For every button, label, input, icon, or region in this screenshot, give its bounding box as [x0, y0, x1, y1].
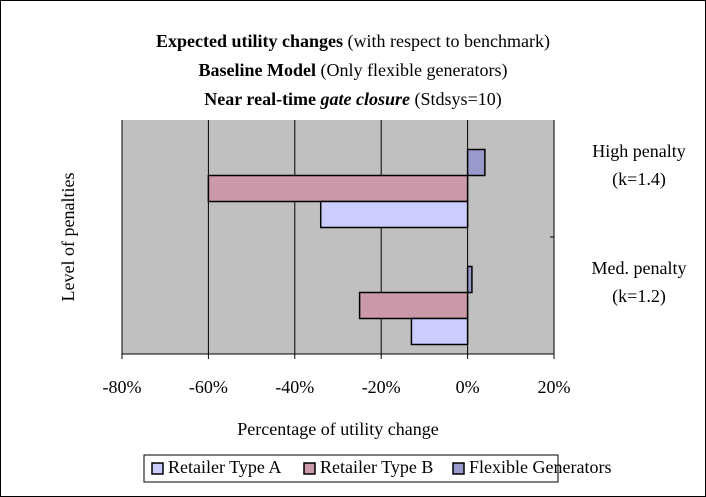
title-part: (with respect to benchmark): [343, 31, 550, 52]
x-tick-label: -80%: [103, 377, 142, 397]
category-label: High penalty (k=1.4): [592, 140, 686, 189]
legend-box: [143, 454, 559, 483]
title-part: (Stdsys=10): [410, 89, 502, 110]
title-part: (Only flexible generators): [316, 60, 507, 81]
legend-label: Flexible Generators: [469, 457, 611, 477]
x-tick-label: -60%: [189, 377, 228, 397]
bar: [466, 265, 473, 294]
x-axis-label: Percentage of utility change: [237, 419, 438, 439]
legend-label: Retailer Type A: [168, 457, 281, 477]
legend-swatch: [303, 462, 316, 475]
x-tick-label: -20%: [362, 377, 401, 397]
category-label: Med. penalty (k=1.2): [591, 257, 687, 306]
y-axis-label: Level of penalties: [58, 173, 78, 302]
plot-area: [122, 120, 554, 354]
bar: [319, 200, 469, 229]
x-tick-label: 20%: [538, 377, 571, 397]
chart-title: Baseline Model (Only flexible generators…: [199, 60, 508, 81]
legend-swatch: [452, 462, 465, 475]
title-part: Near real-time: [204, 89, 320, 109]
legend-label: Retailer Type B: [320, 457, 433, 477]
title-part: gate closure: [320, 89, 411, 109]
chart-title: Near real-time gate closure (Stdsys=10): [204, 89, 501, 110]
bar: [466, 148, 486, 177]
title-part: Baseline Model: [199, 60, 317, 80]
bar: [410, 317, 469, 346]
chart-title: Expected utility changes (with respect t…: [156, 31, 550, 52]
x-tick-label: 0%: [456, 377, 480, 397]
legend-swatch: [151, 462, 164, 475]
bar: [358, 291, 469, 320]
x-tick-label: -40%: [275, 377, 314, 397]
title-part: Expected utility changes: [156, 31, 343, 51]
bar: [207, 174, 469, 203]
